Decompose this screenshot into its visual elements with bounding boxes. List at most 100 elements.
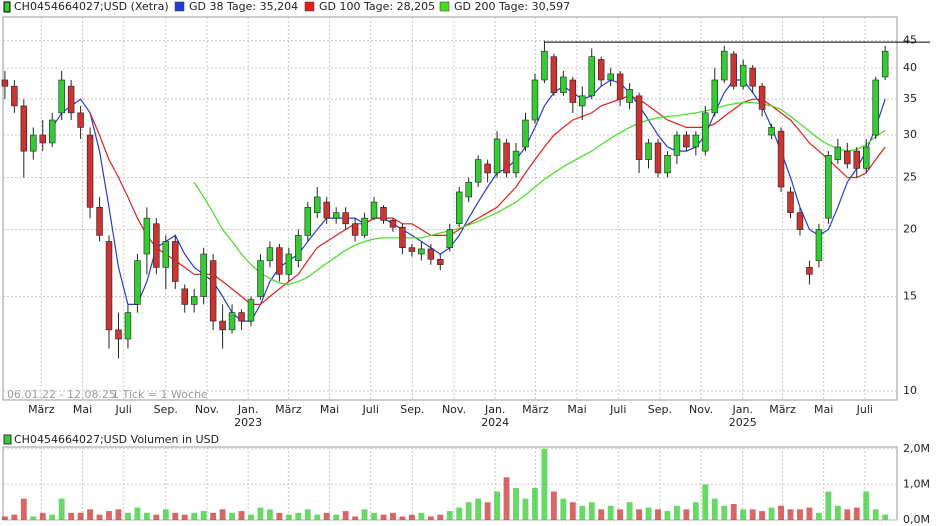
- y-tick-label: 20: [903, 223, 917, 236]
- candle-body: [569, 79, 577, 103]
- candle-body: [597, 59, 605, 81]
- volume-bar: [503, 477, 510, 520]
- x-tick-label: Nov.: [689, 403, 713, 416]
- volume-bar: [380, 514, 387, 520]
- volume-bar: [11, 514, 18, 520]
- legend-label: GD 100 Tage: 28,205: [319, 0, 435, 13]
- y-tick-label: 35: [903, 92, 917, 105]
- candle-body: [96, 207, 103, 236]
- x-tick-label: Mai: [73, 403, 92, 416]
- tick-note: 1 Tick = 1 Woche: [112, 388, 208, 401]
- volume-bar: [96, 514, 103, 520]
- year-label: 2024: [481, 416, 509, 429]
- candle-body: [304, 207, 312, 236]
- volume-bar: [494, 491, 501, 520]
- volume-bar: [673, 505, 680, 520]
- volume-bar: [304, 509, 311, 520]
- volume-bar: [87, 509, 94, 520]
- candle-body: [58, 79, 65, 114]
- y-tick-label: 10: [903, 384, 917, 397]
- candle-body: [550, 56, 558, 93]
- legend-swatch: [304, 1, 315, 12]
- candle-body: [673, 134, 681, 156]
- volume-bar: [749, 509, 756, 520]
- volume-bar: [768, 507, 775, 520]
- x-tick-label: Mai: [320, 403, 339, 416]
- volume-bar: [200, 511, 207, 520]
- candle-body: [512, 150, 520, 174]
- candle-body: [228, 312, 236, 331]
- volume-bar: [115, 509, 122, 520]
- x-tick-label: Mai: [814, 403, 833, 416]
- ma-line: [89, 95, 886, 305]
- volume-bar: [408, 514, 415, 520]
- volume-bar: [730, 503, 737, 520]
- candle-body: [815, 229, 823, 261]
- volume-bar: [49, 514, 56, 520]
- x-tick-label: Sep.: [400, 403, 424, 416]
- x-tick-label: Mai: [567, 403, 586, 416]
- x-tick-label: März: [275, 403, 302, 416]
- candle-body: [153, 223, 160, 268]
- volume-bar: [825, 491, 832, 520]
- volume-bar: [636, 509, 643, 520]
- volume-bar: [683, 509, 690, 520]
- candle-body: [768, 127, 775, 136]
- volume-bar: [58, 498, 65, 520]
- candle-body: [105, 241, 113, 331]
- candle-body: [749, 67, 756, 87]
- volume-bar: [248, 514, 254, 520]
- volume-bar: [853, 507, 860, 520]
- volume-bar: [740, 509, 747, 520]
- x-tick-label: Jan.: [237, 403, 258, 416]
- candle-body: [276, 247, 283, 275]
- candle-body: [664, 155, 671, 174]
- candle-body: [323, 201, 330, 219]
- year-label: 2023: [234, 416, 262, 429]
- candle-body: [418, 248, 425, 255]
- x-tick-label: März: [769, 403, 796, 416]
- volume-bar: [882, 514, 889, 520]
- x-tick-label: Juli: [115, 403, 132, 416]
- candle-body: [739, 64, 747, 87]
- volume-bar: [399, 516, 406, 520]
- volume-bar: [266, 509, 273, 520]
- candle-body: [455, 191, 463, 225]
- volume-bar: [863, 491, 870, 520]
- volume-bar: [550, 491, 557, 520]
- candle-body: [579, 95, 586, 107]
- candle-body: [465, 181, 472, 198]
- candle-body: [872, 79, 879, 136]
- candle-body: [238, 312, 245, 322]
- volume-bar: [569, 502, 576, 520]
- year-label: 2025: [729, 416, 757, 429]
- volume-bar: [314, 514, 321, 520]
- volume-bar: [456, 507, 463, 520]
- candle-body: [654, 142, 662, 174]
- ma-line: [193, 101, 886, 286]
- volume-bar: [778, 505, 784, 520]
- candle-body: [711, 79, 719, 114]
- candle-body: [115, 329, 122, 340]
- candle-body: [645, 142, 652, 160]
- volume-bar: [39, 512, 46, 520]
- volume-bar: [541, 448, 548, 520]
- volume-bar: [333, 514, 340, 520]
- candle-body: [758, 85, 766, 110]
- volume-bar: [172, 512, 179, 520]
- volume-bar: [844, 509, 851, 520]
- volume-bar: [257, 507, 264, 520]
- candle-body: [493, 138, 501, 174]
- candle-body: [881, 50, 889, 78]
- candle-body: [541, 50, 548, 81]
- candle-body: [427, 248, 435, 260]
- volume-bar: [560, 498, 567, 520]
- x-tick-label: Nov.: [195, 403, 219, 416]
- candle-body: [1, 79, 9, 87]
- candle-body: [266, 247, 274, 261]
- legend-swatch: [439, 1, 450, 12]
- volume-bar: [872, 509, 879, 520]
- candle-body: [190, 296, 198, 305]
- volume-bar: [125, 512, 131, 520]
- x-tick-label: Juli: [856, 403, 873, 416]
